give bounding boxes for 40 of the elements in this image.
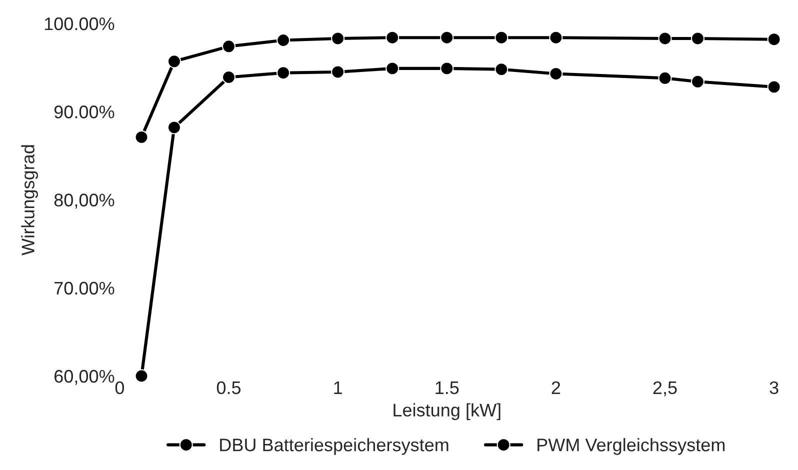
x-tick-label: 3	[770, 381, 778, 394]
point	[386, 30, 400, 44]
x-axis-title: Leistung [kW]	[394, 403, 500, 420]
point	[222, 70, 236, 84]
point	[494, 62, 508, 76]
legend-label: DBU Batteriespeichersystem	[220, 438, 448, 455]
point	[767, 32, 781, 46]
point	[440, 62, 454, 76]
point	[222, 40, 236, 54]
point	[658, 32, 672, 46]
y-tick-label: 80,00%	[54, 194, 114, 209]
point	[167, 54, 181, 68]
x-tick-label: 1	[334, 382, 342, 394]
y-tick-label: 100.00%	[44, 17, 114, 30]
x-tick-label: 0.5	[216, 381, 241, 394]
point	[690, 74, 704, 88]
legend-label: PWM Vergleichssystem	[538, 438, 725, 455]
point	[386, 62, 400, 76]
x-tick-label: 0	[115, 381, 124, 394]
point	[167, 120, 181, 134]
point	[276, 66, 290, 80]
point	[134, 130, 148, 144]
y-tick-label: 70.00%	[54, 282, 114, 295]
point	[658, 71, 672, 85]
y-axis-title: Wirkungsgrad	[21, 145, 38, 256]
point	[331, 65, 345, 79]
x-tick-label: 1.5	[436, 382, 459, 394]
point	[331, 32, 345, 46]
point	[276, 33, 290, 48]
point	[134, 369, 148, 383]
y-tick-label: 60,00%	[54, 370, 114, 385]
point	[440, 30, 454, 44]
point	[549, 66, 563, 80]
point	[494, 30, 508, 44]
x-tick-label: 2,5	[653, 381, 677, 396]
y-tick-label: 90.00%	[54, 106, 114, 118]
point	[549, 30, 563, 44]
point	[690, 32, 704, 46]
x-tick-label: 2	[552, 381, 560, 394]
point	[767, 80, 781, 94]
